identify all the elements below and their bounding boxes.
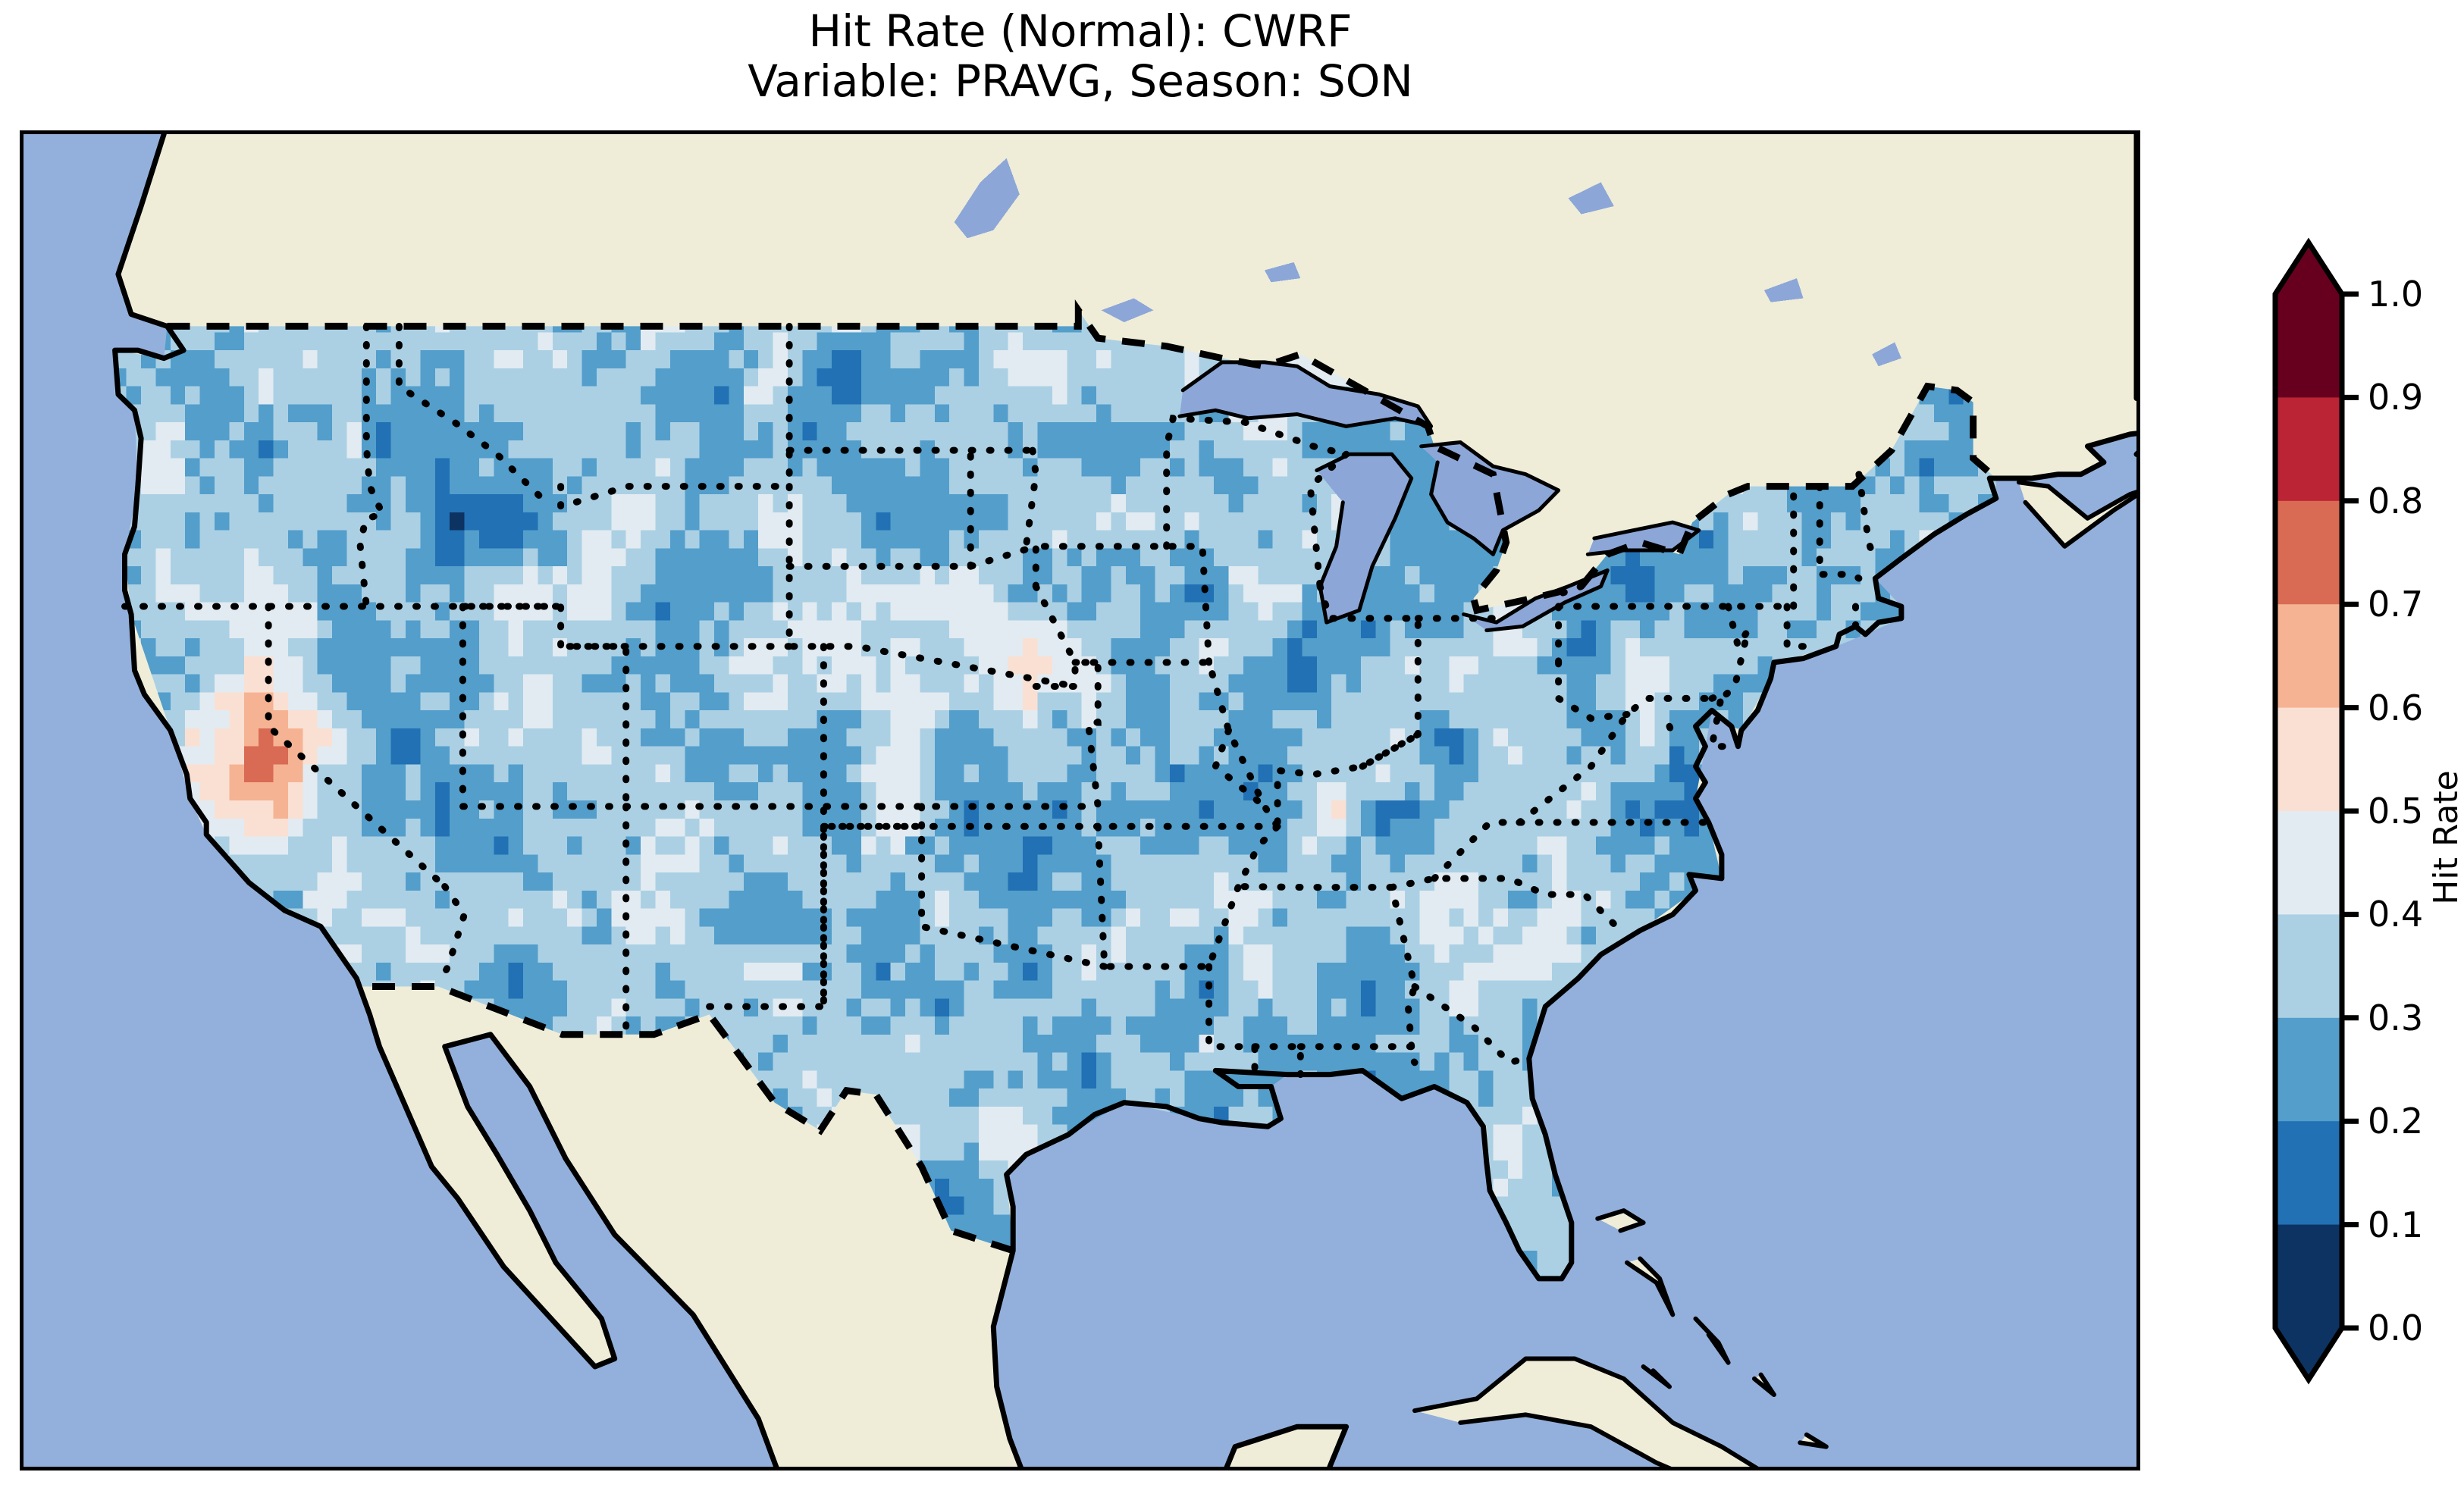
map-plot	[24, 134, 2136, 1467]
colorbar-tick-1-0: 1.0	[2368, 274, 2424, 315]
map-borders	[112, 134, 2136, 1467]
colorbar-tick-0-1: 0.1	[2368, 1204, 2424, 1245]
colorbar-tick-0-6: 0.6	[2368, 687, 2424, 728]
title-line-2: Variable: PRAVG, Season: SON	[748, 55, 1413, 108]
colorbar-tick-0-5: 0.5	[2368, 791, 2424, 832]
colorbar-tick-0-2: 0.2	[2368, 1101, 2424, 1142]
colorbar-tick-0-0: 0.0	[2368, 1308, 2424, 1348]
colorbar-axis-label: Hit Rate	[2427, 770, 2464, 905]
colorbar-tick-0-7: 0.7	[2368, 584, 2424, 625]
colorbar-tick-0-4: 0.4	[2368, 894, 2424, 935]
colorbar-tick-0-9: 0.9	[2368, 377, 2424, 418]
figure-title: Hit Rate (Normal): CWRF Variable: PRAVG,…	[0, 6, 2161, 106]
map-axes	[20, 130, 2140, 1471]
colorbar: 1.0 0.9 0.8 0.7 0.6 0.5 0.4 0.3 0.2 0.1 0.0 Hit Ra…	[2271, 227, 2464, 1448]
colorbar-tick-0-8: 0.8	[2368, 480, 2424, 521]
colorbar-tick-0-3: 0.3	[2368, 997, 2424, 1038]
colorbar-swatches	[2272, 237, 2359, 1385]
title-line-1: Hit Rate (Normal): CWRF	[808, 5, 1353, 57]
